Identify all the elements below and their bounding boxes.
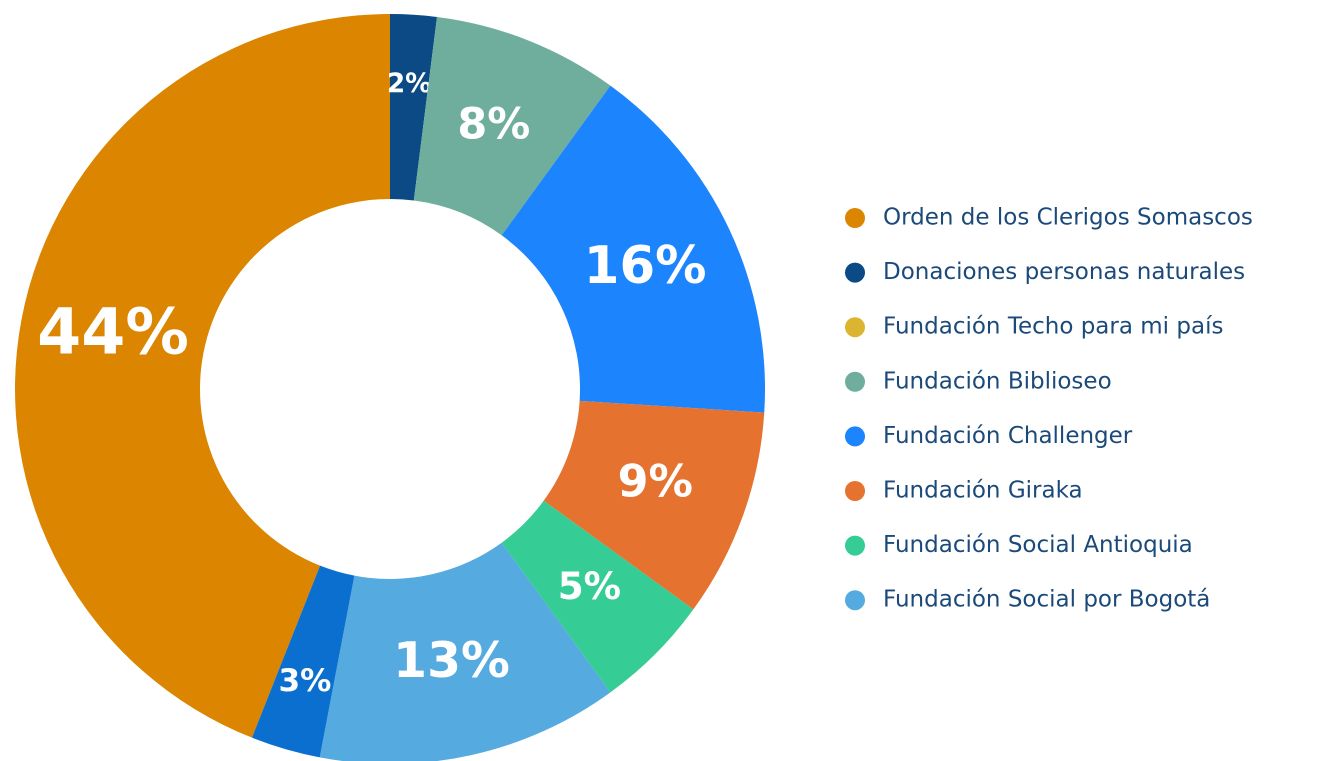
legend-swatch xyxy=(845,481,865,501)
donut-slice xyxy=(501,500,694,693)
donut-slice xyxy=(413,16,611,236)
legend-label: Fundación Biblioseo xyxy=(883,368,1112,394)
data-label: 9% xyxy=(618,457,693,508)
data-label: 16% xyxy=(584,236,707,296)
donut-slice xyxy=(543,400,765,610)
data-label: 2% xyxy=(387,69,432,99)
donut-slice xyxy=(14,14,391,738)
legend-swatch xyxy=(845,590,865,611)
donut-slice xyxy=(390,14,437,201)
legend-label: Fundación Social Antioquia xyxy=(883,532,1193,558)
data-label: 3% xyxy=(278,663,331,699)
legend-label: Orden de los Clerigos Somascos xyxy=(883,205,1253,231)
legend-swatch xyxy=(845,371,865,392)
data-label: 5% xyxy=(558,564,621,608)
legend-swatch xyxy=(845,535,865,556)
donut-slice xyxy=(319,542,611,761)
data-label: 8% xyxy=(457,99,530,149)
legend-swatch xyxy=(845,208,865,228)
legend-swatch xyxy=(845,317,865,338)
donut-slice xyxy=(501,85,765,413)
legend-swatch xyxy=(845,426,865,447)
legend-swatch xyxy=(845,262,865,283)
data-label: 13% xyxy=(393,632,510,689)
legend-label: Fundación Techo para mi país xyxy=(883,314,1223,340)
donut-slice xyxy=(251,565,355,758)
legend-label: Fundación Giraka xyxy=(883,478,1083,504)
legend-label: Donaciones personas naturales xyxy=(883,259,1245,285)
legend-label: Fundación Social por Bogotá xyxy=(883,587,1210,613)
data-label: 44% xyxy=(37,295,189,369)
legend-label: Fundación Challenger xyxy=(883,423,1133,449)
